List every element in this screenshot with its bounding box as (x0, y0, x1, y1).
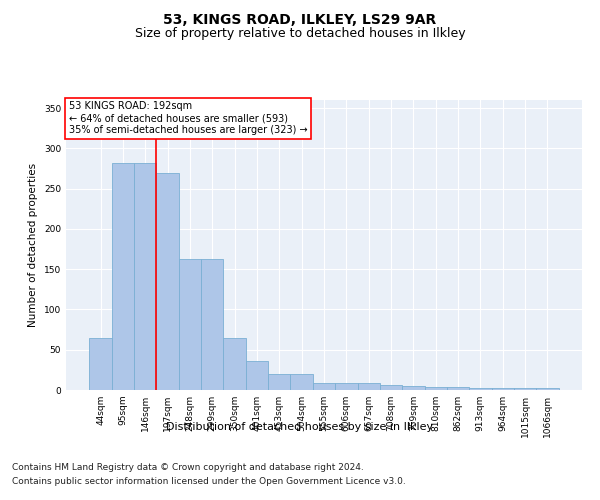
Bar (246, 361, 268, 390)
Y-axis label: Number of detached properties: Number of detached properties (28, 163, 38, 327)
Bar (447, 387, 469, 390)
Text: 53, KINGS ROAD, ILKLEY, LS29 9AR: 53, KINGS ROAD, ILKLEY, LS29 9AR (163, 12, 437, 26)
Text: Size of property relative to detached houses in Ilkley: Size of property relative to detached ho… (134, 28, 466, 40)
Bar (223, 338, 246, 390)
Bar (380, 385, 402, 390)
Bar (536, 388, 559, 390)
Bar (514, 388, 536, 390)
Text: Distribution of detached houses by size in Ilkley: Distribution of detached houses by size … (166, 422, 434, 432)
Text: 53 KINGS ROAD: 192sqm
← 64% of detached houses are smaller (593)
35% of semi-det: 53 KINGS ROAD: 192sqm ← 64% of detached … (68, 102, 307, 134)
Text: Contains HM Land Registry data © Crown copyright and database right 2024.: Contains HM Land Registry data © Crown c… (12, 464, 364, 472)
Bar (201, 258, 223, 390)
Bar (425, 387, 447, 390)
Bar (313, 383, 335, 390)
Bar (157, 172, 179, 390)
Bar (290, 374, 313, 390)
Bar (358, 383, 380, 390)
Bar (491, 388, 514, 390)
Bar (402, 386, 425, 390)
Bar (134, 163, 157, 390)
Text: Contains public sector information licensed under the Open Government Licence v3: Contains public sector information licen… (12, 477, 406, 486)
Bar (112, 163, 134, 390)
Bar (335, 383, 358, 390)
Bar (268, 374, 290, 390)
Bar (89, 338, 112, 390)
Bar (179, 258, 201, 390)
Bar (469, 388, 491, 390)
